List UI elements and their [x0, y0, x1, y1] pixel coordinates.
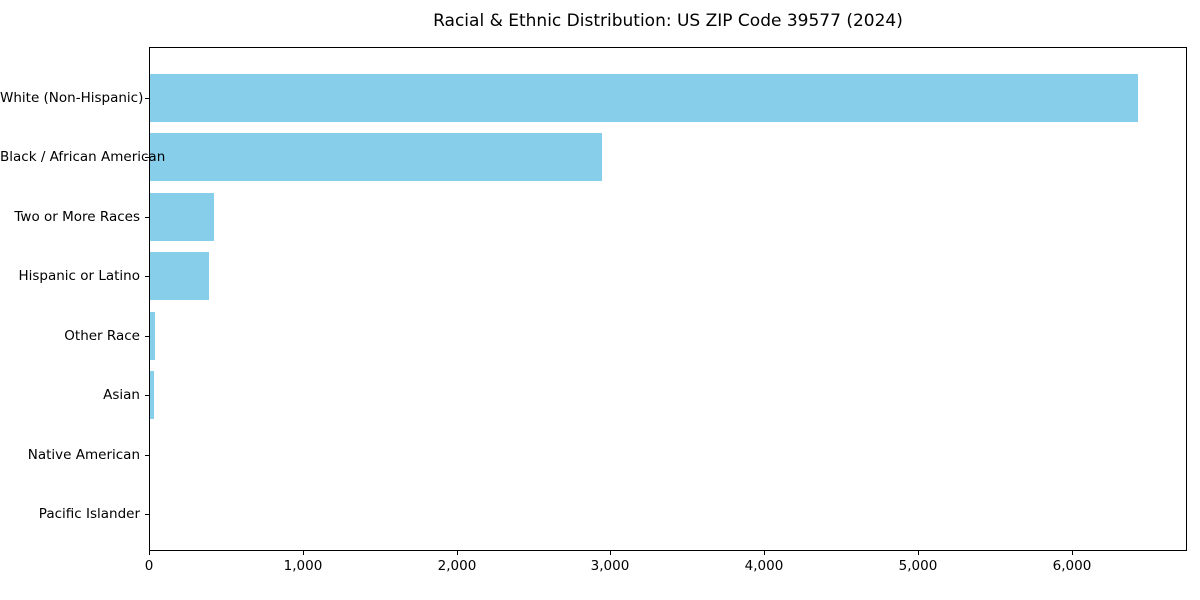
x-tick-label: 1,000 [283, 558, 323, 574]
x-tick [303, 551, 304, 555]
y-tick [145, 336, 149, 337]
x-tick [1072, 551, 1073, 555]
y-axis-label: Black / African American [0, 149, 166, 165]
bar [150, 311, 155, 360]
x-tick [457, 551, 458, 555]
y-tick [145, 514, 149, 515]
bar [150, 192, 214, 241]
y-axis-label: Two or More Races [14, 209, 140, 225]
y-axis-label: Asian [103, 387, 140, 403]
x-tick-label: 3,000 [590, 558, 630, 574]
bar [150, 252, 210, 301]
bar [150, 133, 602, 182]
y-axis-label: Other Race [64, 328, 140, 344]
y-axis-label: White (Non-Hispanic) [0, 90, 144, 106]
x-tick [610, 551, 611, 555]
y-axis-label: Hispanic or Latino [18, 268, 140, 284]
x-tick [764, 551, 765, 555]
x-tick-label: 5,000 [898, 558, 938, 574]
x-tick-label: 0 [144, 558, 154, 574]
bar [150, 371, 154, 420]
y-tick [145, 455, 149, 456]
plot-area [149, 47, 1187, 551]
x-tick [149, 551, 150, 555]
y-axis-label: Native American [27, 447, 140, 463]
y-tick [145, 217, 149, 218]
x-tick-label: 6,000 [1052, 558, 1092, 574]
y-tick [145, 157, 149, 158]
chart-title: Racial & Ethnic Distribution: US ZIP Cod… [433, 11, 903, 31]
bar [150, 74, 1139, 122]
y-tick [145, 276, 149, 277]
y-tick [145, 98, 149, 99]
x-tick-label: 4,000 [744, 558, 784, 574]
x-tick-label: 2,000 [437, 558, 477, 574]
y-axis-label: Pacific Islander [38, 506, 140, 522]
x-tick [918, 551, 919, 555]
y-tick [145, 395, 149, 396]
